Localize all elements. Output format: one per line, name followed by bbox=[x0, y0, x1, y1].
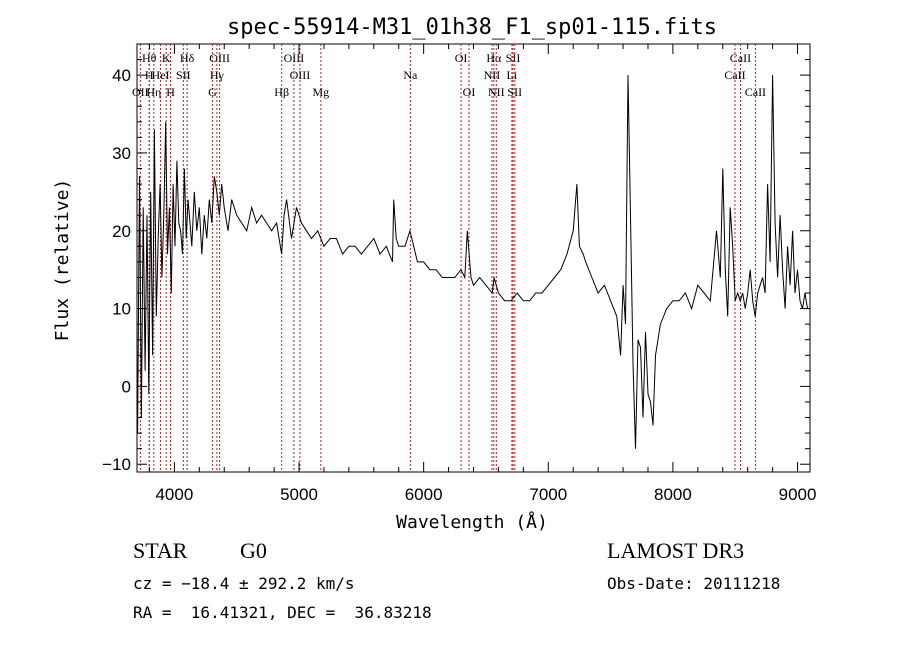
line-marker-label: Mg bbox=[312, 85, 329, 99]
line-marker-label: Hβ bbox=[274, 85, 289, 99]
y-tick-label: 40 bbox=[112, 66, 131, 85]
redshift-cz: cz = −18.4 ± 292.2 km/s bbox=[133, 574, 355, 593]
x-tick-label: 5000 bbox=[280, 485, 318, 504]
line-marker-label: SII bbox=[507, 85, 522, 99]
x-tick-label: 6000 bbox=[405, 485, 443, 504]
plot-frame bbox=[136, 43, 811, 473]
line-marker-label: K bbox=[162, 51, 171, 65]
line-marker-label: NII bbox=[488, 85, 505, 99]
axis-ticks: 4000 5000 6000 7000 8000 9000 −10 0 10 20 30 40 bbox=[102, 43, 817, 504]
x-tick-label: 8000 bbox=[654, 485, 692, 504]
line-marker-label: HeI bbox=[152, 68, 170, 82]
y-tick-label: 20 bbox=[112, 222, 131, 241]
line-marker-label: Hα bbox=[486, 51, 502, 65]
line-marker-label: H bbox=[166, 85, 175, 99]
line-marker-label: G bbox=[208, 85, 217, 99]
y-tick-label: 10 bbox=[112, 300, 131, 319]
line-marker-label: OIII bbox=[284, 51, 305, 65]
line-marker-label: CaII bbox=[730, 51, 751, 65]
y-tick-label: −10 bbox=[102, 455, 131, 474]
line-marker-label: Hδ bbox=[180, 51, 195, 65]
line-marker-label: OIII bbox=[209, 51, 230, 65]
line-marker-label: Hγ bbox=[210, 68, 225, 82]
survey-name: LAMOST DR3 bbox=[607, 538, 745, 563]
spectrum-line bbox=[137, 75, 808, 449]
line-marker-label: OI bbox=[463, 85, 476, 99]
line-marker-label: Na bbox=[403, 68, 418, 82]
chart-title: spec-55914-M31_01h38_F1_sp01-115.fits bbox=[227, 15, 717, 40]
line-marker-label: Li bbox=[507, 68, 518, 82]
y-tick-label: 0 bbox=[122, 377, 131, 396]
x-tick-label: 9000 bbox=[779, 485, 817, 504]
line-marker-label: OIII bbox=[290, 68, 311, 82]
observation-date: Obs-Date: 20111218 bbox=[607, 574, 781, 593]
y-tick-label: 30 bbox=[112, 144, 131, 163]
x-axis-label: Wavelength (Å) bbox=[396, 511, 548, 533]
object-subclass: G0 bbox=[240, 538, 267, 563]
line-marker-label: OII bbox=[132, 85, 149, 99]
line-marker-label: H bbox=[145, 68, 154, 82]
x-tick-label: 4000 bbox=[155, 485, 193, 504]
line-marker-label: OI bbox=[455, 51, 468, 65]
line-marker-label: Hη bbox=[146, 85, 161, 99]
line-marker-label: NII bbox=[484, 68, 501, 82]
line-marker-label: SII bbox=[506, 51, 521, 65]
coordinates: RA = 16.41321, DEC = 36.83218 bbox=[133, 603, 432, 622]
object-class: STAR bbox=[133, 538, 188, 563]
line-marker-label: CaII bbox=[724, 68, 745, 82]
x-tick-label: 7000 bbox=[529, 485, 567, 504]
line-marker-label: CaII bbox=[745, 85, 766, 99]
y-axis-label: Flux (relative) bbox=[52, 179, 73, 342]
line-marker-label: SII bbox=[176, 68, 191, 82]
